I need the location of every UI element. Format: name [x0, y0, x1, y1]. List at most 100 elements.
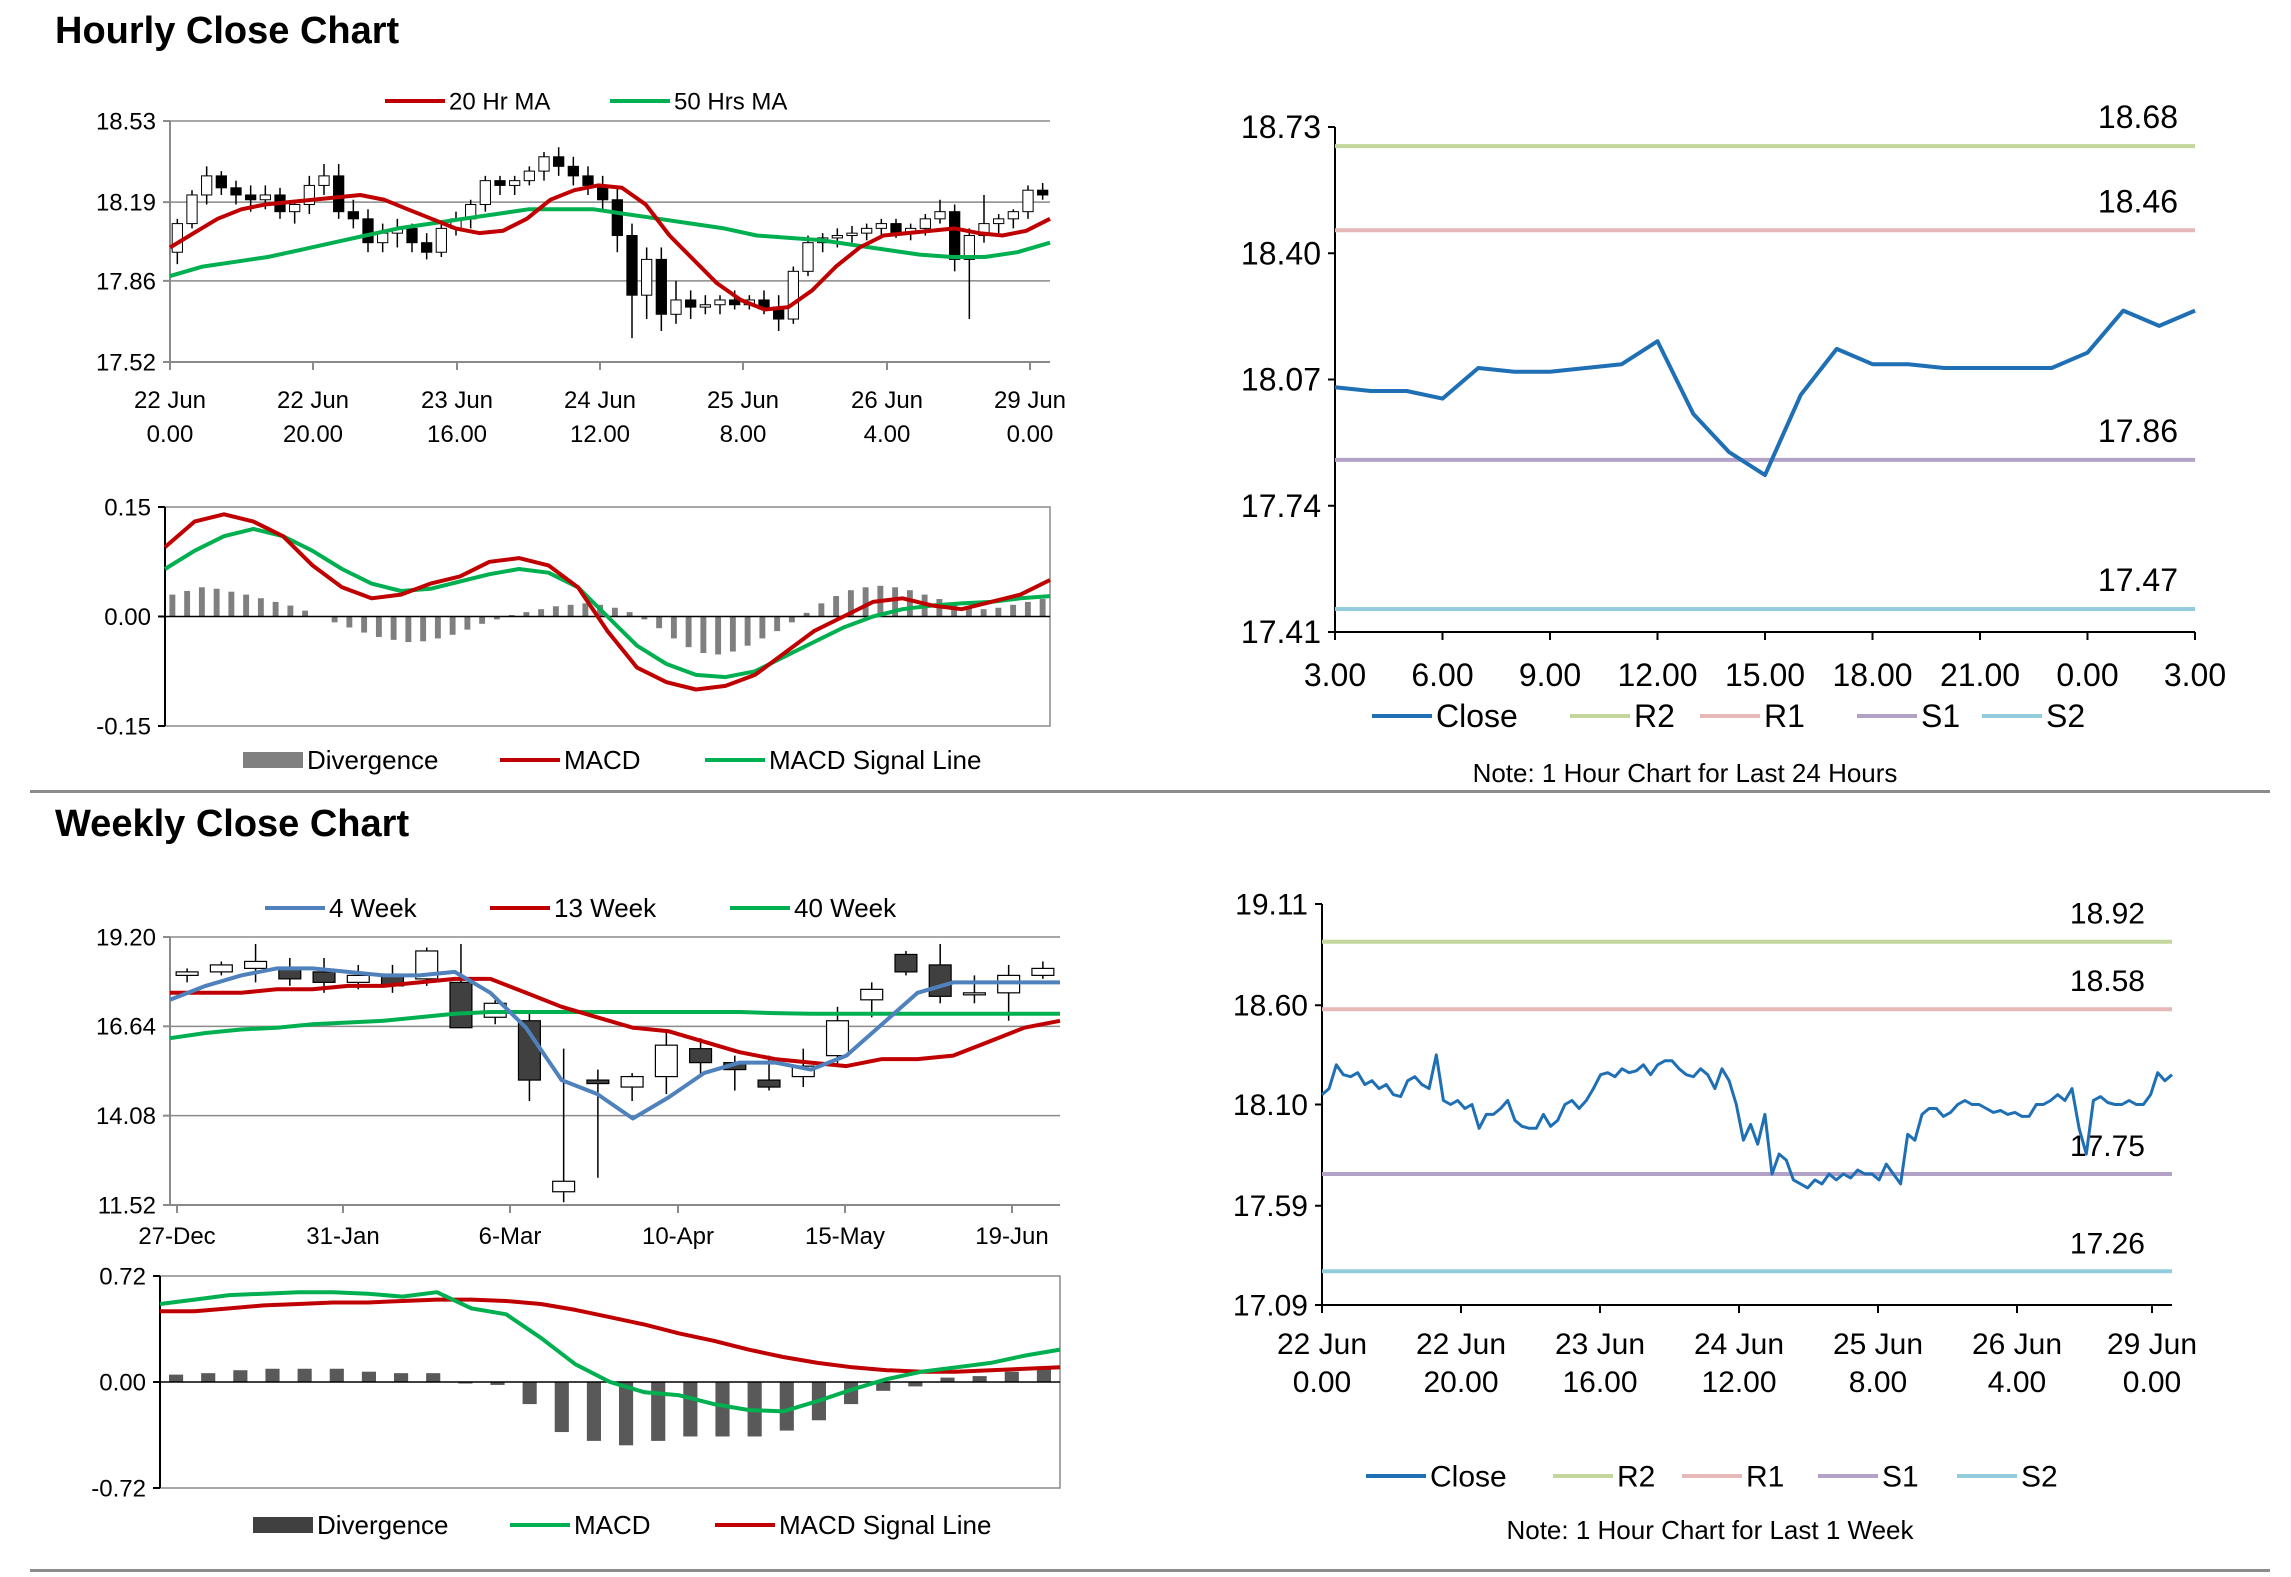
- hourly-macd-divergence-bar: [788, 616, 795, 623]
- weekly-close-y-tick-label: 18.10: [1233, 1089, 1308, 1122]
- weekly-close-x-date: 22 Jun: [1277, 1328, 1367, 1361]
- weekly-close-x-time: 12.00: [1701, 1366, 1776, 1399]
- legend-weekly-divergence-label: Divergence: [317, 1510, 449, 1540]
- weekly-macd-divergence-bar: [779, 1382, 794, 1431]
- weekly-close-x-time: 16.00: [1562, 1366, 1637, 1399]
- weekly-macd-y-tick-label: -0.72: [91, 1475, 146, 1502]
- hourly-candle-x-time: 20.00: [283, 421, 343, 448]
- hourly-candle-body: [919, 218, 931, 229]
- hourly-candle-body: [846, 232, 858, 237]
- section-divider: [30, 790, 2270, 793]
- hourly-close-x-tick-label: 0.00: [2056, 657, 2118, 693]
- legend-hourly-close-s2-label: S2: [2046, 698, 2085, 734]
- hourly-macd-divergence-bar: [331, 616, 338, 623]
- hourly-close-x-tick-label: 21.00: [1940, 657, 2020, 693]
- weekly-macd-line: [159, 1290, 1061, 1414]
- legend-hourly-divergence-swatch: [243, 752, 303, 768]
- weekly-candle-y-tick-label: 11.52: [98, 1192, 156, 1219]
- hourly-candle-body: [802, 242, 814, 272]
- hourly-macd-divergence-bar: [1024, 601, 1031, 617]
- hourly-close-x-tick-label: 15.00: [1725, 657, 1805, 693]
- legend-hourly-signal-label: MACD Signal Line: [769, 745, 981, 775]
- hourly-candle-x-time: 8.00: [720, 421, 767, 448]
- weekly-macd-divergence-bar: [426, 1373, 441, 1382]
- hourly-candle-body: [641, 258, 653, 296]
- weekly-close-y-tick-label: 19.11: [1235, 889, 1308, 922]
- weekly-level-s2-label: 17.26: [2070, 1227, 2145, 1260]
- hourly-close-x-tick-label: 12.00: [1617, 657, 1697, 693]
- weekly-macd-divergence-bar: [329, 1368, 344, 1382]
- hourly-candle-body: [186, 194, 198, 225]
- hourly-close-y-tick-label: 18.40: [1241, 235, 1321, 271]
- hourly-candle-body: [435, 227, 447, 253]
- legend-13-week-label: 13 Week: [554, 893, 657, 923]
- hourly-macd-divergence-bar: [479, 616, 486, 624]
- hourly-macd-divergence-bar: [420, 616, 427, 642]
- weekly-close-x-time: 20.00: [1423, 1366, 1498, 1399]
- weekly-macd-divergence-bar: [233, 1370, 248, 1382]
- hourly-candle-body: [318, 175, 330, 186]
- legend-weekly-close-r1-label: R1: [1746, 1461, 1784, 1494]
- legend-hourly-close-close-label: Close: [1436, 698, 1518, 734]
- hourly-macd-divergence-bar: [464, 616, 471, 630]
- hourly-ma20-line: [168, 183, 1051, 312]
- weekly-close-note: Note: 1 Hour Chart for Last 1 Week: [1506, 1515, 1914, 1545]
- weekly-close-x-time: 0.00: [2123, 1366, 2181, 1399]
- hourly-macd-divergence-bar: [361, 616, 368, 633]
- hourly-macd-divergence-bar: [567, 604, 574, 617]
- hourly-macd-divergence-bar: [833, 596, 840, 617]
- hourly-macd-divergence-bar: [729, 616, 736, 652]
- hourly-close-y-tick-label: 18.07: [1241, 362, 1321, 398]
- hourly-macd-divergence-bar: [582, 603, 589, 617]
- hourly-macd-divergence-bar: [774, 616, 781, 632]
- hourly-candle-y-tick-label: 17.52: [96, 349, 156, 376]
- hourly-candle-x-date: 22 Jun: [277, 387, 349, 414]
- hourly-candle-body: [1037, 189, 1049, 196]
- hourly-candle-body: [831, 235, 843, 239]
- hourly-candle-body: [787, 270, 799, 320]
- hourly-macd-divergence-bar: [184, 590, 191, 617]
- hourly-candle-body: [494, 180, 506, 186]
- hourly-level-s2-label: 17.47: [2098, 562, 2178, 598]
- legend-weekly-signal-label: MACD Signal Line: [779, 1510, 991, 1540]
- weekly-candle-body: [860, 988, 884, 1001]
- hourly-candle-body: [699, 304, 711, 308]
- hourly-macd-signal-line: [163, 526, 1051, 680]
- weekly-candle-body: [244, 960, 268, 970]
- hourly-candle-body: [523, 170, 535, 182]
- weekly-macd-divergence-bar: [972, 1376, 987, 1382]
- hourly-macd-divergence-bar: [626, 612, 633, 617]
- hourly-macd-divergence-bar: [818, 603, 825, 617]
- hourly-candle-body: [963, 235, 975, 260]
- hourly-candle-body: [567, 165, 579, 177]
- hourly-macd-divergence-bar: [847, 590, 854, 617]
- hourly-candle-body: [655, 258, 667, 315]
- weekly-candle-body: [312, 971, 336, 983]
- weekly-close-y-tick-label: 17.59: [1233, 1190, 1308, 1223]
- legend-hourly-divergence-label: Divergence: [307, 745, 439, 775]
- weekly-macd-divergence-bar: [201, 1373, 216, 1382]
- weekly-close-line: [1321, 1053, 2173, 1190]
- weekly-candle-body: [757, 1079, 781, 1088]
- weekly-macd-divergence-bar: [297, 1368, 312, 1382]
- weekly-macd-divergence-bar: [169, 1374, 184, 1382]
- hourly-macd-line: [163, 512, 1051, 692]
- hourly-macd-divergence-bar: [375, 616, 382, 637]
- legend-hourly-macd-label: MACD: [564, 745, 641, 775]
- hourly-candle-x-date: 29 Jun: [994, 387, 1066, 414]
- weekly-candle-body: [962, 992, 986, 996]
- legend-weekly-close-s2-label: S2: [2021, 1461, 2058, 1494]
- hourly-macd-divergence-bar: [715, 616, 722, 655]
- hourly-level-r1-label: 18.46: [2098, 183, 2178, 219]
- hourly-macd-divergence-bar: [198, 587, 205, 617]
- hourly-candle-body: [509, 180, 521, 186]
- hourly-close-y-tick-label: 18.73: [1241, 109, 1321, 145]
- hourly-close-y-tick-label: 17.74: [1241, 488, 1321, 524]
- hourly-macd-divergence-bar: [346, 616, 353, 628]
- hourly-candle-x-date: 26 Jun: [851, 387, 923, 414]
- weekly-candle-body: [209, 964, 233, 973]
- weekly-candle-x-tick-label: 10-Apr: [642, 1223, 714, 1250]
